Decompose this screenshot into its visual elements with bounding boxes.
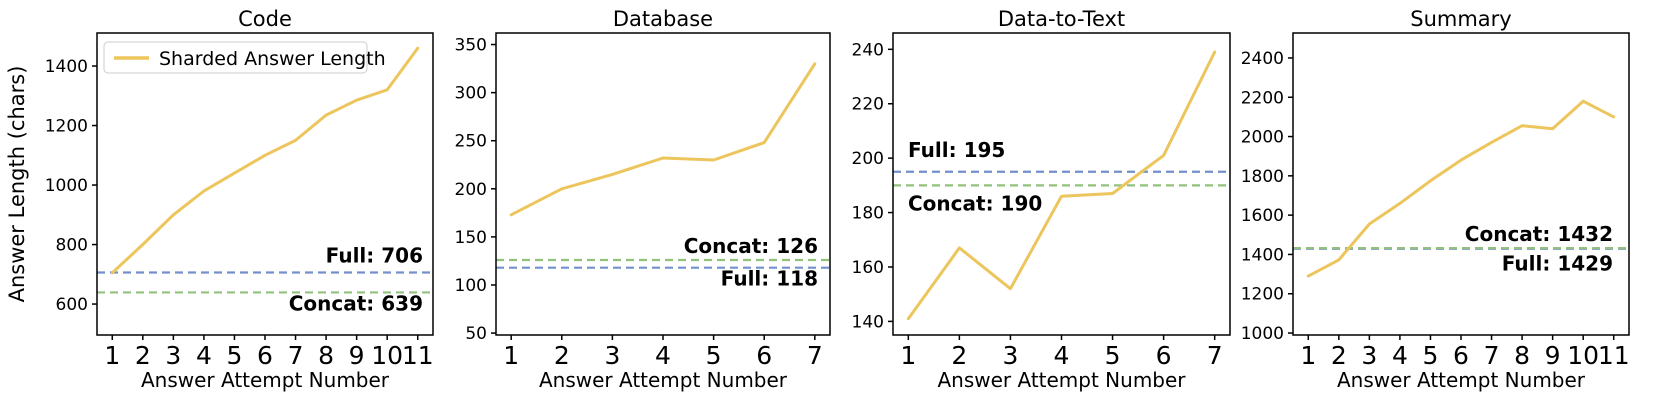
x-tick-label: 8 bbox=[318, 341, 334, 370]
x-tick-label: 6 bbox=[1453, 341, 1469, 370]
y-tick-label: 1000 bbox=[45, 176, 88, 196]
x-tick-label: 9 bbox=[349, 341, 365, 370]
y-tick-label: 200 bbox=[455, 180, 487, 200]
x-tick-label: 4 bbox=[655, 341, 671, 370]
panel-summary: Summary 1000 1200 1400 1600 1800 2000 2200 2400 1… bbox=[1241, 7, 1630, 392]
x-tick-label: 9 bbox=[1545, 341, 1561, 370]
legend-box bbox=[103, 41, 368, 74]
plot-frame bbox=[892, 32, 1231, 336]
y-tick-label: 300 bbox=[455, 84, 487, 104]
plot-frame bbox=[1292, 32, 1630, 336]
x-tick-label: 2 bbox=[135, 341, 151, 370]
y-tick-label: 50 bbox=[465, 324, 487, 344]
y-tick-label: 2400 bbox=[1241, 49, 1284, 69]
x-tick-label: 1 bbox=[503, 341, 519, 370]
x-tick-label: 10 bbox=[1567, 341, 1599, 370]
x-tick-label: 11 bbox=[1598, 341, 1630, 370]
y-tick-label: 180 bbox=[852, 204, 884, 224]
y-tick-label: 160 bbox=[852, 258, 884, 278]
full-baseline-label: Full: 706 bbox=[326, 244, 423, 268]
y-tick-label: 1200 bbox=[1241, 285, 1284, 305]
x-tick-label: 6 bbox=[257, 341, 273, 370]
x-tick-label: 2 bbox=[1331, 341, 1347, 370]
x-tick-label: 8 bbox=[1514, 341, 1530, 370]
full-baseline-label: Full: 1429 bbox=[1502, 252, 1613, 276]
plot-frame bbox=[495, 32, 831, 336]
x-axis-label: Answer Attempt Number bbox=[539, 368, 788, 392]
x-axis-label: Answer Attempt Number bbox=[1337, 368, 1586, 392]
x-tick-label: 5 bbox=[227, 341, 243, 370]
x-axis-label: Answer Attempt Number bbox=[937, 368, 1186, 392]
x-tick-label: 3 bbox=[165, 341, 181, 370]
x-tick-label: 2 bbox=[951, 341, 967, 370]
x-tick-label: 5 bbox=[1423, 341, 1439, 370]
legend: Sharded Answer Length bbox=[103, 41, 386, 74]
concat-baseline-label: Concat: 639 bbox=[289, 291, 423, 315]
y-tick-label: 1200 bbox=[45, 117, 88, 137]
y-tick-label: 1400 bbox=[1241, 245, 1284, 265]
full-baseline-label: Full: 118 bbox=[721, 267, 818, 291]
x-tick-label: 7 bbox=[807, 341, 823, 370]
x-tick-label: 3 bbox=[604, 341, 620, 370]
sharded-answer-line bbox=[110, 46, 420, 275]
y-tick-label: 220 bbox=[852, 95, 884, 115]
panel-title: Summary bbox=[1410, 7, 1511, 31]
x-tick-label: 3 bbox=[1361, 341, 1377, 370]
concat-baseline-label: Concat: 190 bbox=[908, 191, 1042, 215]
x-tick-label: 4 bbox=[196, 341, 212, 370]
panel-title: Code bbox=[238, 7, 292, 31]
x-tick-label: 2 bbox=[554, 341, 570, 370]
y-tick-label: 1800 bbox=[1241, 167, 1284, 187]
sharded-answer-line bbox=[1306, 99, 1616, 278]
y-axis-label: Answer Length (chars) bbox=[5, 66, 29, 303]
y-tick-label: 140 bbox=[852, 312, 884, 332]
panel-database: Database 50 100 150 200 250 300 350 1 2 3 4 5 6 7 Answe… bbox=[455, 7, 831, 392]
x-tick-label: 11 bbox=[402, 341, 434, 370]
full-baseline-label: Full: 195 bbox=[908, 138, 1005, 162]
x-tick-label: 4 bbox=[1054, 341, 1070, 370]
x-axis-label: Answer Attempt Number bbox=[141, 368, 390, 392]
y-tick-label: 1000 bbox=[1241, 324, 1284, 344]
y-tick-label: 800 bbox=[56, 236, 88, 256]
concat-baseline-label: Concat: 126 bbox=[684, 234, 818, 258]
sharded-answer-line bbox=[509, 62, 817, 217]
concat-baseline-label: Concat: 1432 bbox=[1465, 222, 1613, 246]
y-tick-label: 150 bbox=[455, 228, 487, 248]
y-tick-label: 240 bbox=[852, 40, 884, 60]
x-tick-label: 7 bbox=[288, 341, 304, 370]
plot-frame bbox=[96, 32, 434, 336]
x-tick-label: 1 bbox=[104, 341, 120, 370]
x-tick-label: 1 bbox=[900, 341, 916, 370]
panel-data-to-text: Data-to-Text 140 160 180 200 220 240 1 2 3 4 5 6 7 Ans… bbox=[852, 7, 1231, 392]
sharded-answer-line bbox=[906, 50, 1217, 321]
panel-title: Database bbox=[613, 7, 713, 31]
x-tick-label: 10 bbox=[371, 341, 403, 370]
x-tick-label: 1 bbox=[1300, 341, 1316, 370]
y-tick-label: 350 bbox=[455, 36, 487, 56]
y-tick-label: 250 bbox=[455, 132, 487, 152]
x-tick-label: 3 bbox=[1002, 341, 1018, 370]
x-tick-label: 7 bbox=[1207, 341, 1223, 370]
y-tick-label: 100 bbox=[455, 276, 487, 296]
x-tick-label: 6 bbox=[756, 341, 772, 370]
x-tick-label: 7 bbox=[1484, 341, 1500, 370]
y-tick-label: 1400 bbox=[45, 57, 88, 77]
y-tick-label: 2200 bbox=[1241, 88, 1284, 108]
y-tick-label: 600 bbox=[56, 295, 88, 315]
panel-title: Data-to-Text bbox=[998, 7, 1125, 31]
x-tick-label: 5 bbox=[706, 341, 722, 370]
y-tick-label: 1600 bbox=[1241, 206, 1284, 226]
x-tick-label: 6 bbox=[1156, 341, 1172, 370]
y-tick-label: 200 bbox=[852, 149, 884, 169]
x-tick-label: 5 bbox=[1105, 341, 1121, 370]
x-tick-label: 4 bbox=[1392, 341, 1408, 370]
y-tick-label: 2000 bbox=[1241, 128, 1284, 148]
legend-label: Sharded Answer Length bbox=[159, 48, 386, 70]
